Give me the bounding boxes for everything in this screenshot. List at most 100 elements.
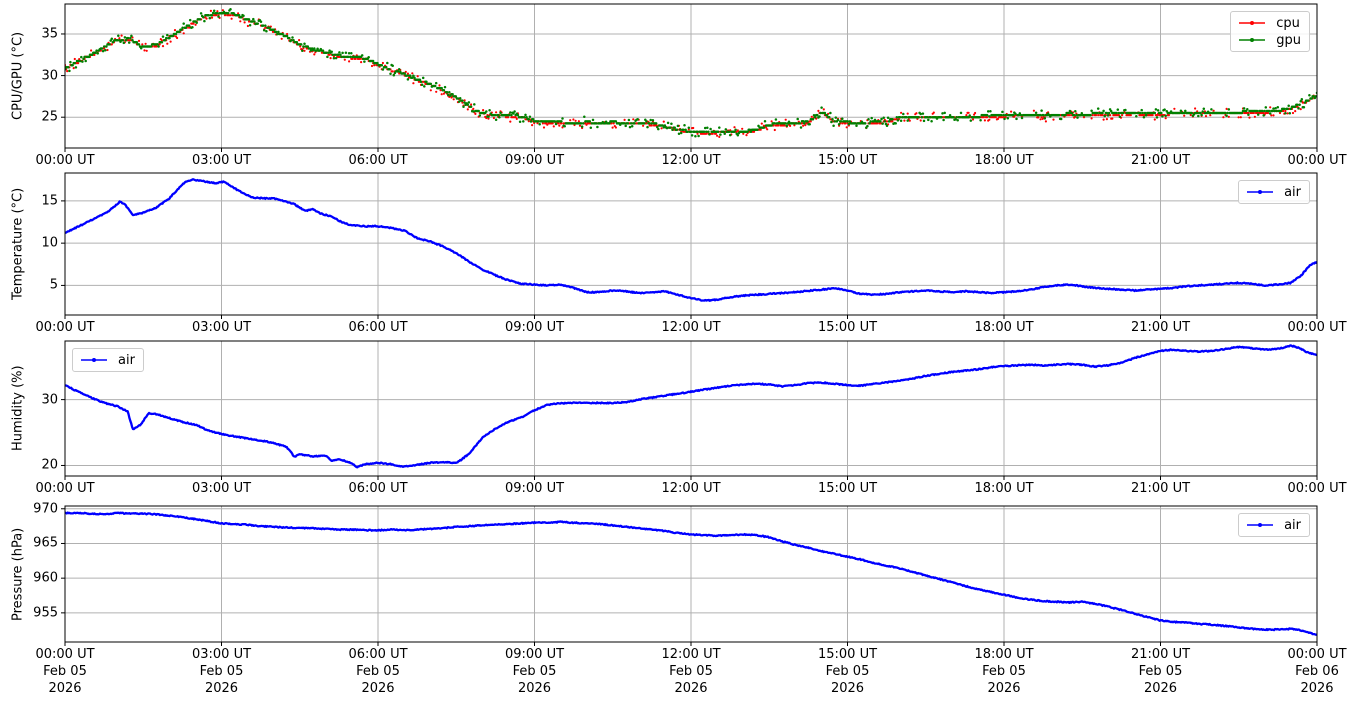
gpu-point <box>350 52 353 55</box>
y-tick-label: 970 <box>33 501 58 517</box>
gpu-point <box>276 32 279 36</box>
gpu-point <box>1202 107 1206 110</box>
gpu-point <box>237 13 241 17</box>
gpu-point <box>636 117 639 121</box>
gpu-point <box>528 115 532 119</box>
gpu-point <box>1227 108 1231 111</box>
gpu-point <box>268 26 271 29</box>
cpu-point <box>158 43 161 46</box>
gpu-point <box>673 126 676 129</box>
cpu-point <box>1039 118 1042 121</box>
gpu-point <box>187 24 191 27</box>
cpu-point <box>370 64 374 68</box>
cpu-point <box>169 40 172 43</box>
gpu-point <box>71 63 74 67</box>
cpu-point <box>772 124 775 127</box>
cpu-point <box>983 119 987 122</box>
gpu-point <box>83 55 86 59</box>
gpu-point <box>1255 109 1259 113</box>
cpu-point <box>1194 107 1197 110</box>
gpu-point <box>869 120 872 123</box>
gpu-point <box>666 121 670 125</box>
cpu-point <box>73 57 76 61</box>
cpu-point <box>360 61 363 64</box>
cpu-point <box>205 17 208 20</box>
gpu-point <box>1299 100 1302 103</box>
cpu-point <box>487 117 490 120</box>
gpu-point <box>445 90 449 94</box>
gpu-point <box>880 117 883 121</box>
cpu-point <box>1239 116 1242 119</box>
y-tick-label: 10 <box>41 235 58 251</box>
cpu-point <box>1272 114 1275 117</box>
gpu-point <box>683 123 686 127</box>
gpu-point <box>958 115 962 119</box>
pressure-legend: air <box>1238 513 1310 537</box>
y-tick-label: 30 <box>41 68 58 84</box>
cpu-point <box>988 118 991 121</box>
gpu-point <box>1144 114 1148 117</box>
gpu-point <box>583 115 586 119</box>
gpu-point <box>1101 111 1104 115</box>
x-tick-label: 21:00 UT <box>1130 320 1191 335</box>
gpu-point <box>1006 117 1010 120</box>
gpu-point <box>1076 116 1079 119</box>
cpu-point <box>1189 113 1192 117</box>
gpu-point <box>706 126 709 130</box>
gpu-point <box>467 101 471 104</box>
gpu-point <box>518 120 522 123</box>
gpu-point <box>560 120 563 123</box>
gpu-point <box>868 122 871 125</box>
gpu-point <box>380 63 384 67</box>
gpu-point <box>756 128 759 131</box>
gpu-point <box>330 50 333 53</box>
gpu-point <box>802 122 806 125</box>
gpu-point <box>199 12 203 15</box>
cpu-point <box>558 124 561 127</box>
gpu-point <box>686 130 689 134</box>
x-tick-label: 00:00 UT <box>1287 153 1347 168</box>
cpu-point <box>474 112 477 115</box>
y-tick-label: 15 <box>41 193 58 209</box>
cpu-point <box>314 51 317 54</box>
cpu-point <box>1209 114 1212 117</box>
cpu-point <box>804 124 807 127</box>
gpu-point <box>968 114 971 117</box>
x-tick-year-label: 2026 <box>1300 681 1334 696</box>
cpu-point <box>996 117 1000 120</box>
gpu-point <box>799 126 803 129</box>
cpu-point <box>1278 111 1282 115</box>
gpu-point <box>948 114 952 117</box>
gpu-point <box>217 15 220 18</box>
cpu-point <box>612 122 615 125</box>
gpu-point <box>121 38 124 42</box>
cpu-point <box>915 112 918 115</box>
gpu-point <box>274 30 278 34</box>
gpu-point <box>883 120 887 123</box>
cpu-point <box>354 57 357 61</box>
gpu-point <box>626 122 630 125</box>
gpu-point <box>831 118 834 121</box>
gpu-point <box>1117 111 1121 115</box>
gpu-point <box>1224 111 1227 115</box>
cpu-point <box>1010 110 1013 113</box>
gpu-point <box>1273 109 1276 113</box>
legend-line-icon <box>81 358 107 362</box>
cpu-point <box>1248 116 1251 119</box>
gpu-point <box>1102 109 1105 113</box>
cpu-point <box>1167 114 1170 117</box>
gpu-point <box>1014 112 1017 115</box>
gpu-point <box>1115 111 1118 115</box>
gpu-point <box>73 61 77 65</box>
gpu-point <box>703 126 707 130</box>
gpu-point <box>149 45 153 48</box>
gpu-point <box>1271 109 1274 113</box>
gpu-point <box>477 109 480 113</box>
gpu-point <box>418 78 422 81</box>
gpu-point <box>818 115 821 118</box>
cpu-point <box>1004 116 1007 119</box>
legend-entry: air <box>1245 518 1301 532</box>
gpu-point <box>288 36 291 40</box>
gpu-point <box>1118 115 1122 118</box>
gpu-point <box>763 119 767 123</box>
